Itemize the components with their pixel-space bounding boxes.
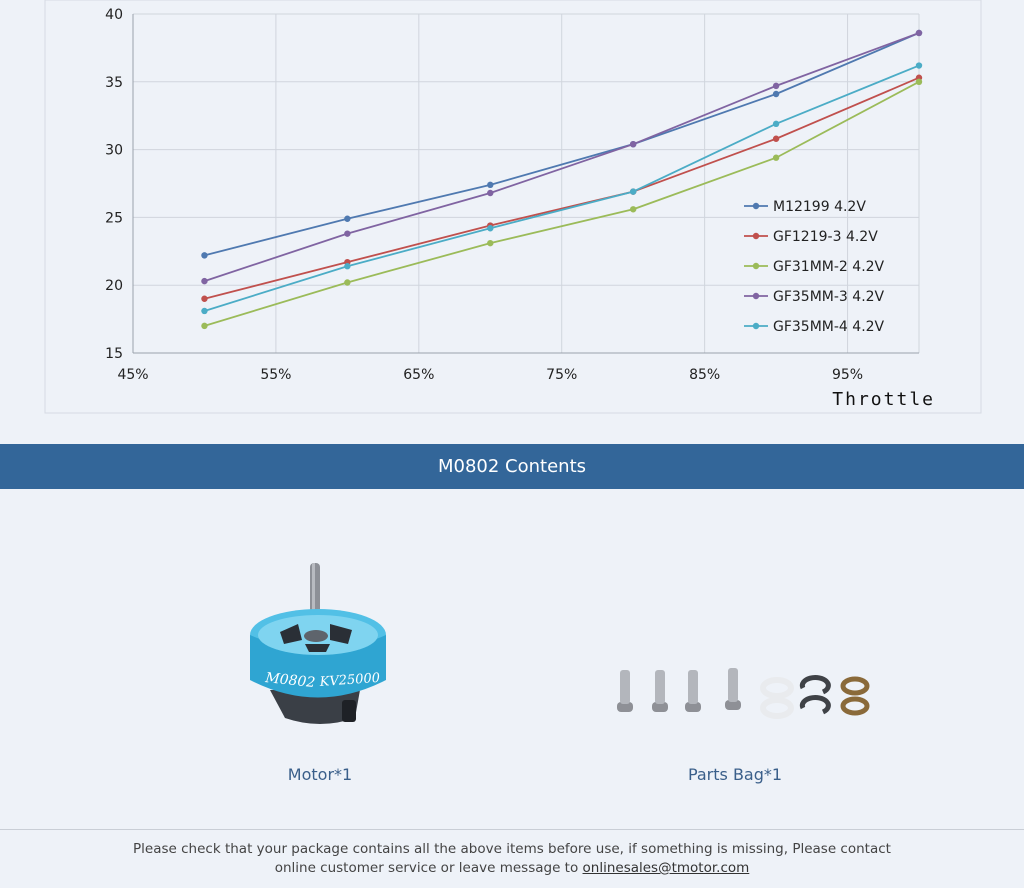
data-point bbox=[201, 307, 208, 315]
screw-icon bbox=[652, 670, 668, 712]
y-tick-label: 20 bbox=[105, 278, 123, 294]
data-point bbox=[772, 90, 780, 98]
support-email-link[interactable]: onlinesales@tmotor.com bbox=[582, 860, 750, 876]
contents-banner: M0802 Contents bbox=[0, 444, 1024, 489]
legend-marker bbox=[752, 292, 760, 300]
data-point bbox=[487, 189, 494, 197]
y-tick-label: 25 bbox=[105, 210, 123, 226]
legend-marker bbox=[752, 262, 760, 270]
data-point bbox=[201, 252, 208, 259]
parts-bag-icon bbox=[617, 668, 870, 719]
x-tick-label: 75% bbox=[546, 367, 577, 383]
clip-icon bbox=[799, 675, 831, 715]
plot-area bbox=[133, 14, 919, 353]
motor-caption: Motor*1 bbox=[287, 765, 353, 784]
data-point bbox=[629, 188, 637, 195]
data-point bbox=[487, 181, 494, 189]
series-line-3 bbox=[204, 81, 920, 327]
data-point bbox=[772, 82, 780, 90]
series-line-2 bbox=[204, 76, 920, 300]
legend-marker bbox=[752, 202, 760, 210]
chart-svg: 15 20 25 30 35 40 45% 55% 65% 75% 85% 95% M12199 4.… bbox=[44, 0, 982, 414]
brass-washer-icon bbox=[840, 676, 870, 716]
footer-divider bbox=[0, 829, 1024, 830]
screw-icon bbox=[617, 670, 633, 712]
svg-text:M0802: M0802 bbox=[264, 670, 316, 691]
screw-icon bbox=[685, 670, 701, 712]
motor-icon: M0802 KV25000 bbox=[250, 563, 386, 724]
legend-marker bbox=[752, 322, 760, 330]
series-line-1 bbox=[204, 32, 920, 257]
x-tick-label: 65% bbox=[403, 367, 434, 383]
data-point bbox=[344, 230, 351, 237]
footer-note: Please check that your package contains … bbox=[120, 840, 904, 878]
data-point bbox=[201, 295, 208, 302]
data-point bbox=[201, 322, 208, 330]
throttle-chart: 15 20 25 30 35 40 45% 55% 65% 75% 85% 95% M12199 4.… bbox=[0, 0, 1024, 430]
parts-bag-item: Parts Bag*1 bbox=[585, 540, 885, 800]
motor-item: M0802 KV25000 Motor*1 bbox=[170, 540, 470, 800]
legend-entry: GF35MM-4 4.2V bbox=[773, 319, 885, 335]
contents-title: M0802 Contents bbox=[437, 456, 587, 477]
series-line-5 bbox=[204, 64, 920, 312]
y-tick-label: 30 bbox=[105, 143, 123, 159]
data-point bbox=[915, 29, 923, 37]
legend-entry: M12199 4.2V bbox=[773, 199, 866, 215]
data-point bbox=[344, 263, 351, 270]
data-point bbox=[487, 239, 494, 247]
parts-bag-caption: Parts Bag*1 bbox=[687, 765, 783, 784]
x-tick-label: 85% bbox=[689, 367, 720, 383]
legend-entry: GF35MM-3 4.2V bbox=[773, 289, 885, 305]
footer-text: Please check that your package contains … bbox=[133, 841, 891, 876]
data-point bbox=[915, 78, 923, 86]
data-point bbox=[772, 154, 780, 161]
data-point bbox=[201, 277, 208, 285]
data-point bbox=[772, 120, 780, 128]
legend-marker bbox=[752, 232, 760, 240]
x-axis-label: Throttle bbox=[832, 389, 935, 410]
data-point bbox=[344, 279, 351, 286]
washer-icon bbox=[760, 677, 794, 719]
x-tick-label: 45% bbox=[117, 367, 148, 383]
x-tick-label: 55% bbox=[260, 367, 291, 383]
y-tick-label: 35 bbox=[105, 75, 123, 91]
y-tick-label: 40 bbox=[105, 7, 123, 23]
screw-icon bbox=[725, 668, 741, 710]
legend-entry: GF1219-3 4.2V bbox=[773, 229, 878, 245]
data-point bbox=[487, 225, 494, 232]
svg-text:KV25000: KV25000 bbox=[318, 671, 380, 690]
data-point bbox=[772, 135, 780, 142]
x-tick-label: 95% bbox=[832, 367, 863, 383]
series-line-4 bbox=[204, 32, 920, 282]
data-point bbox=[915, 62, 923, 69]
data-point bbox=[344, 215, 351, 222]
data-point bbox=[629, 206, 637, 213]
legend-entry: GF31MM-2 4.2V bbox=[773, 259, 885, 275]
y-tick-label: 15 bbox=[105, 346, 123, 362]
data-point bbox=[629, 140, 637, 148]
